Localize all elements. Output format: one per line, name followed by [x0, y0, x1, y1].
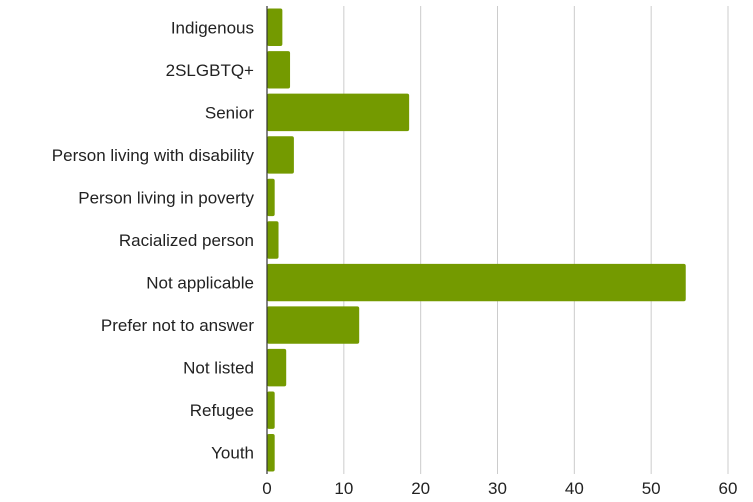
bar — [267, 391, 275, 429]
category-label: Indigenous — [171, 18, 254, 37]
category-label: Person living in poverty — [78, 188, 254, 207]
gridlines — [343, 6, 729, 474]
category-label: Prefer not to answer — [101, 316, 254, 335]
bar — [267, 263, 686, 302]
bar — [267, 8, 283, 46]
category-label: Not applicable — [146, 274, 254, 293]
x-tick-label: 0 — [262, 479, 271, 497]
bar — [267, 348, 287, 387]
bars — [267, 8, 686, 472]
x-tick-label: 10 — [334, 479, 353, 497]
x-tick-label: 40 — [565, 479, 584, 497]
x-tick-label: 60 — [719, 479, 738, 497]
category-label: Youth — [211, 444, 254, 463]
category-label: Not listed — [183, 359, 254, 378]
x-tick-labels: 0 10 20 30 40 50 60 — [262, 479, 738, 498]
bar — [267, 51, 291, 89]
category-labels: Indigenous 2SLGBTQ+ Senior Person living wi… — [52, 18, 255, 462]
category-label: Racialized person — [119, 231, 254, 250]
x-tick-label: 50 — [642, 479, 661, 497]
bar — [267, 221, 279, 259]
bar — [267, 93, 410, 132]
bar — [267, 178, 275, 217]
category-label: Person living with disability — [52, 146, 255, 165]
category-label: Refugee — [190, 401, 254, 420]
category-label: 2SLGBTQ+ — [166, 61, 254, 80]
bar — [267, 306, 360, 344]
x-tick-label: 30 — [488, 479, 507, 497]
x-tick-label: 20 — [411, 479, 430, 497]
bar — [267, 434, 275, 472]
category-label: Senior — [205, 103, 254, 122]
bar — [267, 136, 294, 174]
